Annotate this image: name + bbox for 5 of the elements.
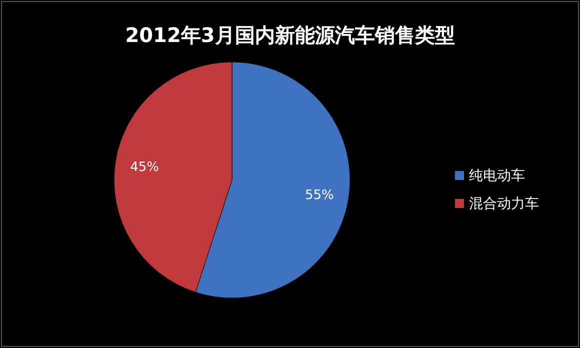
data-label: 55% <box>304 188 334 203</box>
chart-title: 2012年3月国内新能源汽车销售类型 <box>125 23 455 47</box>
legend-label: 混合动力车 <box>469 196 539 212</box>
legend-label: 纯电动车 <box>469 168 525 184</box>
data-label: 45% <box>130 160 160 176</box>
